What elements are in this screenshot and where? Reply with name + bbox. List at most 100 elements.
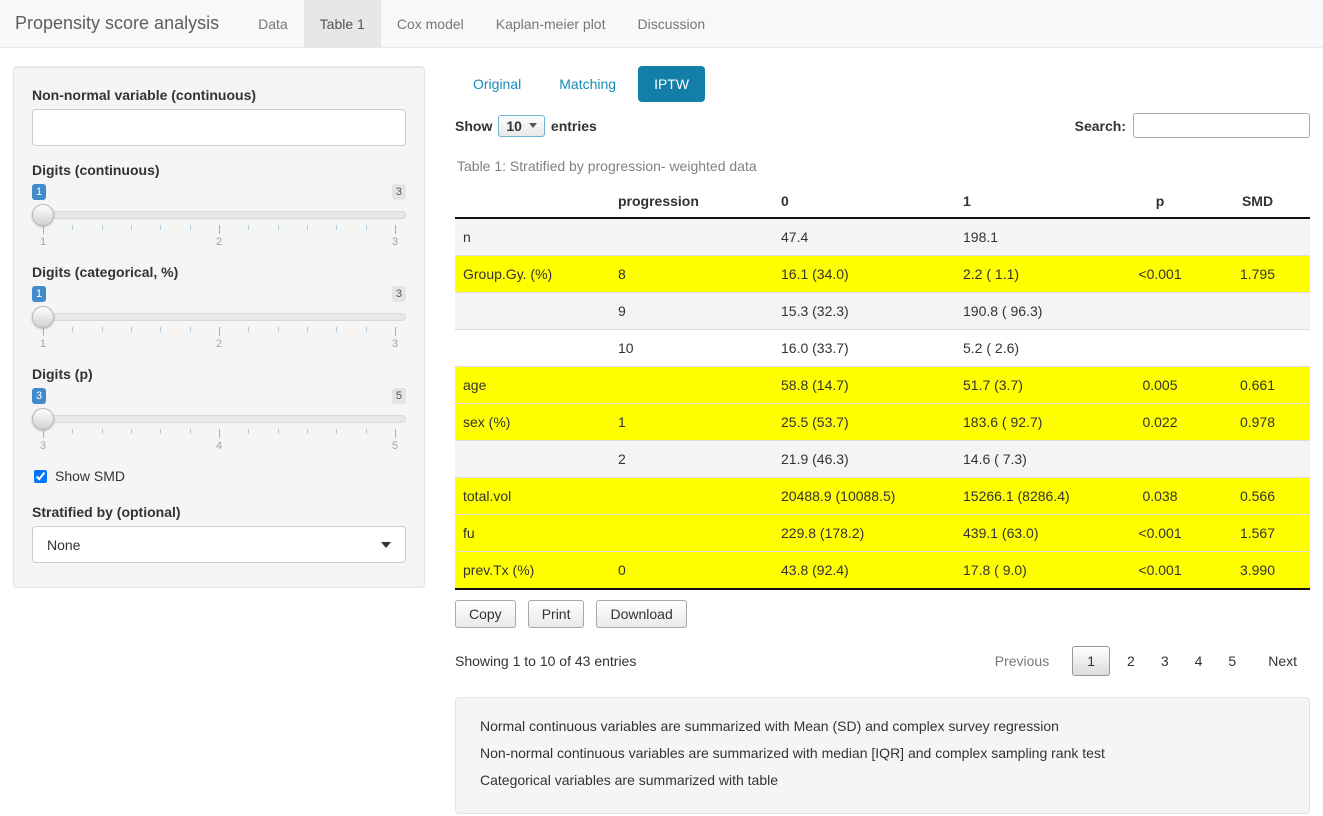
table-row[interactable]: 10 16.0 (33.7) 5.2 ( 2.6)	[455, 329, 1310, 367]
table-cell: 51.7 (3.7)	[955, 366, 1115, 404]
slider-tick	[395, 225, 396, 234]
subtab-original[interactable]: Original	[473, 76, 522, 92]
table-row[interactable]: Group.Gy. (%) 8 16.1 (34.0) 2.2 ( 1.1) <0.00…	[455, 255, 1310, 293]
table-row[interactable]: age 58.8 (14.7) 51.7 (3.7) 0.005 0.661	[455, 366, 1310, 404]
table-cell: 43.8 (92.4)	[773, 551, 955, 589]
slider-value-badge: 3	[32, 388, 47, 405]
table-row[interactable]: n 47.4 198.1	[455, 217, 1310, 256]
table-cell: 190.8 ( 96.3)	[955, 292, 1115, 330]
pagination-page-5[interactable]: 5	[1228, 653, 1237, 669]
slider-tick	[72, 429, 74, 434]
pagination-page-3[interactable]: 3	[1160, 653, 1169, 669]
slider-tick	[72, 327, 74, 332]
slider-handle[interactable]	[32, 204, 54, 226]
table-header-row: progression 0 1 p SMD	[455, 188, 1310, 219]
slider-tick-label: 4	[215, 440, 223, 452]
table-cell	[1115, 292, 1205, 330]
slider-tick	[248, 327, 250, 332]
nav-tab-table1[interactable]: Table 1	[303, 0, 381, 47]
col-header-smd[interactable]: SMD	[1205, 188, 1310, 219]
nav-tab-kaplan-meier[interactable]: Kaplan-meier plot	[495, 15, 606, 32]
table-row[interactable]: 2 21.9 (46.3) 14.6 ( 7.3)	[455, 440, 1310, 478]
table-cell: 5.2 ( 2.6)	[955, 329, 1115, 367]
subtab-iptw[interactable]: IPTW	[638, 66, 706, 102]
search-control: Search:	[1075, 113, 1310, 138]
pagination-previous[interactable]: Previous	[994, 653, 1050, 669]
slider-tick	[395, 429, 396, 438]
copy-button[interactable]: Copy	[455, 600, 516, 628]
table-cell	[1205, 292, 1310, 330]
digits-continuous-slider[interactable]: 1 3 1 2 3	[32, 184, 406, 250]
download-button[interactable]: Download	[596, 600, 687, 628]
table-cell: fu	[455, 514, 610, 552]
slider-value-badge: 1	[32, 286, 47, 303]
table-cell: 15266.1 (8286.4)	[955, 477, 1115, 515]
table-cell	[1115, 440, 1205, 478]
table-cell	[455, 292, 610, 330]
digits-categorical-slider[interactable]: 1 3 1 2 3	[32, 286, 406, 352]
col-header-group0[interactable]: 0	[773, 188, 955, 219]
table-cell: 9	[610, 292, 773, 330]
show-smd-checkbox[interactable]	[34, 469, 47, 483]
col-header-p[interactable]: p	[1115, 188, 1205, 219]
slider-tick	[131, 327, 132, 332]
table-cell: 2	[610, 440, 773, 478]
table-cell: 8	[610, 255, 773, 293]
nonnormal-variable-input[interactable]	[32, 109, 406, 146]
table-cell	[610, 366, 773, 404]
col-header-group1[interactable]: 1	[955, 188, 1115, 219]
col-header-rowname[interactable]	[455, 188, 610, 219]
table-info: Showing 1 to 10 of 43 entries	[455, 653, 637, 669]
slider-digits-continuous: Digits (continuous) 1 3 1 2 3	[32, 162, 406, 250]
slider-handle[interactable]	[32, 408, 54, 430]
table-cell: 16.0 (33.7)	[773, 329, 955, 367]
entries-select[interactable]: 10	[498, 114, 545, 137]
stratified-by-selected-value: None	[47, 536, 81, 553]
table-cell: 0.022	[1115, 403, 1205, 441]
table-row[interactable]: 9 15.3 (32.3) 190.8 ( 96.3)	[455, 292, 1310, 330]
table-cell: 0	[610, 551, 773, 589]
table-row[interactable]: total.vol 20488.9 (10088.5) 15266.1 (8286.…	[455, 477, 1310, 515]
table-cell: n	[455, 217, 610, 256]
stratified-by-select[interactable]: None	[32, 526, 406, 563]
table-cell: prev.Tx (%)	[455, 551, 610, 589]
nav-tab-cox-model[interactable]: Cox model	[396, 15, 464, 32]
slider-tick	[131, 429, 132, 434]
slider-tick-label: 1	[39, 236, 47, 248]
slider-track[interactable]	[32, 313, 406, 321]
table-cell: 439.1 (63.0)	[955, 514, 1115, 552]
table-cell: 1	[610, 403, 773, 441]
table-cell: 0.978	[1205, 403, 1310, 441]
search-label: Search:	[1074, 117, 1126, 134]
table-cell: 58.8 (14.7)	[773, 366, 955, 404]
slider-value-badge: 1	[32, 184, 47, 201]
slider-tick-label: 5	[391, 440, 399, 452]
slider-handle[interactable]	[32, 306, 54, 328]
table-cell: 21.9 (46.3)	[773, 440, 955, 478]
slider-tick	[277, 327, 279, 332]
slider-track[interactable]	[32, 211, 406, 219]
pagination-page-2[interactable]: 2	[1127, 653, 1135, 669]
table-cell: 198.1	[955, 217, 1115, 256]
table-row[interactable]: prev.Tx (%) 0 43.8 (92.4) 17.8 ( 9.0) <0.001…	[455, 551, 1310, 589]
table-row[interactable]: fu 229.8 (178.2) 439.1 (63.0) <0.001 1.567	[455, 514, 1310, 552]
col-header-progression[interactable]: progression	[610, 188, 773, 219]
table-cell: 25.5 (53.7)	[773, 403, 955, 441]
pagination-next[interactable]: Next	[1268, 653, 1297, 669]
slider-tick	[219, 327, 220, 336]
slider-tick	[336, 429, 338, 434]
nav-tab-discussion[interactable]: Discussion	[637, 15, 706, 32]
pagination-page-4[interactable]: 4	[1194, 653, 1203, 669]
pagination-page-1[interactable]: 1	[1072, 646, 1111, 676]
table-row[interactable]: sex (%) 1 25.5 (53.7) 183.6 ( 92.7) 0.022 0.9…	[455, 403, 1310, 441]
search-input[interactable]	[1133, 113, 1310, 138]
show-smd-label[interactable]: Show SMD	[55, 468, 126, 484]
slider-grid: 1 2 3	[40, 327, 398, 351]
nav-tab-data[interactable]: Data	[258, 15, 288, 32]
slider-track[interactable]	[32, 415, 406, 423]
slider-tick	[160, 429, 162, 434]
sidebar-panel: Non-normal variable (continuous) Digits …	[13, 66, 425, 588]
subtab-matching[interactable]: Matching	[559, 76, 617, 92]
digits-p-slider[interactable]: 3 5 3 4 5	[32, 388, 406, 454]
print-button[interactable]: Print	[527, 600, 585, 628]
